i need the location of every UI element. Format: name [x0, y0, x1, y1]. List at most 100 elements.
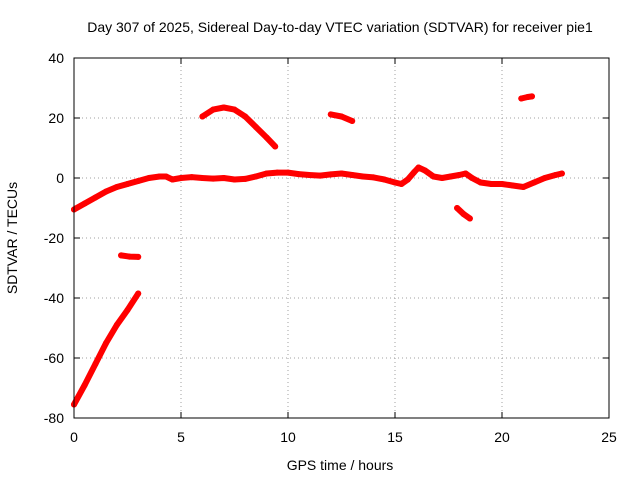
data-point: [306, 172, 313, 178]
data-point: [210, 106, 217, 113]
data-point: [220, 175, 227, 181]
x-tick-label: 20: [494, 429, 510, 445]
data-point: [528, 93, 535, 100]
series-line: [71, 164, 565, 213]
data-point: [411, 169, 418, 175]
data-point: [460, 211, 467, 217]
data-point: [199, 113, 206, 120]
data-point: [242, 113, 249, 120]
data-point: [359, 173, 366, 180]
data-point: [327, 111, 334, 118]
axis-ticks: 0 5 10 15 20 25 -80 -60 -40 -20 0 20 40: [44, 50, 617, 445]
data-point: [398, 181, 405, 187]
data-point: [124, 307, 131, 313]
data-point: [558, 170, 565, 177]
data-point: [499, 181, 505, 187]
data-point: [92, 361, 99, 367]
series-main-trace: [71, 164, 565, 213]
series-short-segment-1: [118, 252, 142, 260]
data-point: [518, 95, 525, 102]
data-point: [252, 124, 259, 130]
data-point: [263, 170, 270, 177]
data-point: [477, 179, 484, 186]
data-point: [447, 173, 454, 180]
data-point: [252, 173, 259, 180]
data-series: [71, 93, 565, 408]
data-point: [145, 175, 152, 181]
data-point: [220, 104, 227, 111]
x-tick-label: 25: [601, 429, 617, 445]
data-point: [541, 175, 548, 181]
data-point: [421, 167, 428, 174]
data-point: [415, 164, 422, 171]
y-tick-label: 0: [56, 170, 64, 186]
data-point: [135, 290, 142, 297]
data-point: [285, 169, 291, 176]
data-point: [188, 174, 195, 181]
x-tick-label: 0: [70, 429, 78, 445]
data-point: [338, 113, 345, 120]
data-point: [113, 322, 120, 328]
data-point: [118, 252, 125, 259]
data-point: [163, 173, 170, 180]
chart-title: Day 307 of 2025, Sidereal Day-to-day VTE…: [87, 19, 593, 35]
data-point: [456, 172, 463, 178]
data-point: [199, 175, 206, 181]
y-tick-label: -20: [44, 230, 64, 246]
series-arc-segment: [199, 104, 279, 150]
grid-lines: [74, 58, 609, 418]
series-short-segment-3: [454, 205, 473, 222]
data-point: [135, 253, 142, 260]
data-point: [156, 173, 163, 180]
data-point: [81, 382, 88, 388]
data-point: [231, 176, 238, 183]
y-tick-label: -80: [44, 410, 64, 426]
y-tick-label: 40: [48, 50, 64, 66]
data-point: [338, 170, 345, 177]
data-point: [103, 340, 110, 346]
data-point: [520, 184, 527, 190]
data-point: [454, 205, 461, 211]
data-point: [81, 200, 88, 207]
x-tick-label: 15: [387, 429, 403, 445]
data-point: [178, 175, 184, 181]
x-axis-label: GPS time / hours: [287, 457, 394, 473]
data-point: [466, 215, 473, 222]
data-point: [317, 172, 324, 179]
data-point: [274, 169, 281, 176]
x-tick-label: 10: [280, 429, 296, 445]
series-steep-segment: [71, 290, 142, 408]
data-point: [210, 175, 217, 182]
series-short-segment-2: [327, 111, 356, 124]
data-point: [272, 143, 279, 150]
data-point: [430, 173, 437, 180]
data-point: [439, 175, 446, 181]
data-point: [392, 179, 398, 186]
y-axis-label: SDTVAR / TECUs: [4, 182, 20, 294]
data-point: [242, 175, 249, 182]
series-short-segment-4: [518, 93, 535, 102]
y-tick-label: -60: [44, 350, 64, 366]
y-tick-label: 20: [48, 110, 64, 126]
data-point: [488, 181, 495, 187]
data-point: [327, 171, 334, 178]
data-point: [92, 194, 99, 201]
data-point: [295, 171, 302, 178]
data-point: [263, 134, 270, 141]
data-point: [349, 118, 356, 124]
data-point: [462, 170, 469, 177]
data-point: [381, 176, 388, 183]
data-point: [135, 178, 142, 184]
data-point: [231, 106, 238, 113]
data-point: [469, 175, 476, 181]
data-point: [552, 172, 559, 178]
data-point: [113, 184, 120, 190]
data-point: [531, 179, 538, 186]
data-point: [103, 188, 110, 195]
data-point: [370, 174, 377, 181]
x-tick-label: 5: [177, 429, 185, 445]
data-point: [126, 253, 133, 260]
data-point: [509, 182, 516, 189]
y-tick-label: -40: [44, 290, 64, 306]
